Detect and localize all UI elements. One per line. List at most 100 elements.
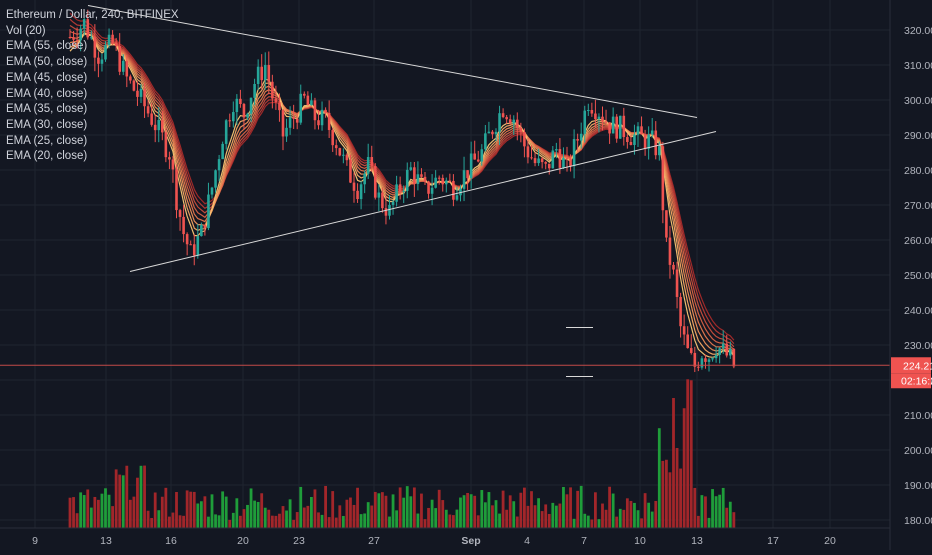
- volume-bar: [143, 465, 146, 528]
- candle: [689, 334, 693, 355]
- candle: [232, 101, 235, 128]
- ema-20-label[interactable]: EMA (20, close): [6, 150, 88, 163]
- candle: [469, 141, 473, 189]
- candle: [597, 113, 601, 133]
- candle-body: [324, 109, 327, 113]
- candle: [718, 347, 721, 364]
- volume-bar: [601, 503, 604, 528]
- candle-body: [235, 98, 239, 113]
- candle-body: [704, 358, 707, 362]
- candle-body: [249, 97, 253, 114]
- candle-body: [587, 110, 590, 112]
- candle: [576, 133, 579, 152]
- candle: [675, 261, 679, 309]
- volume-bar: [231, 512, 235, 528]
- candle-body: [629, 141, 633, 145]
- volume-bar: [540, 511, 544, 528]
- volume-bar: [416, 513, 420, 528]
- candle: [413, 162, 416, 197]
- symbol-title[interactable]: Ethereum / Dollar, 240, BITFINEX: [6, 9, 179, 21]
- candle: [285, 118, 288, 142]
- candle: [72, 31, 75, 47]
- volume-bar: [728, 501, 732, 528]
- candle-body: [665, 210, 668, 238]
- candle: [221, 141, 224, 160]
- candle: [501, 108, 505, 119]
- candle: [462, 156, 466, 202]
- chart-legend: Ethereum / Dollar, 240, BITFINEX Vol (20…: [6, 8, 179, 165]
- time-axis[interactable]: 9 13 16 20 23 27 Sep 4 7 10 13 17 20: [0, 527, 890, 547]
- candle-body: [434, 177, 437, 188]
- price-axis[interactable]: 320.00 310.00 300.00 290.00 280.00 270.00 260.…: [889, 0, 932, 550]
- candle-body: [288, 117, 292, 128]
- candle-body: [565, 158, 569, 160]
- candle-body: [82, 19, 86, 29]
- ema-50-label[interactable]: EMA (50, close): [6, 56, 88, 69]
- time-tick-label: Sep: [461, 535, 480, 547]
- ema-35-label[interactable]: EMA (35, close): [6, 103, 88, 116]
- candle-body: [409, 167, 413, 170]
- volume-bar: [420, 493, 423, 528]
- volume-bar: [79, 492, 83, 528]
- volume-study-label[interactable]: Vol (20): [6, 24, 46, 37]
- candle-body: [327, 112, 331, 131]
- volume-bar: [665, 459, 668, 528]
- volume-bar: [246, 504, 249, 528]
- candle-body: [636, 126, 640, 135]
- candle: [324, 107, 327, 118]
- volume-bar: [292, 519, 296, 528]
- volume-bar: [725, 507, 729, 528]
- candle: [82, 18, 86, 36]
- candle: [303, 91, 306, 99]
- volume-bar: [530, 491, 533, 528]
- volume-bar: [402, 497, 406, 528]
- candle: [356, 183, 359, 203]
- candle-body: [306, 95, 310, 106]
- volume-bar: [512, 501, 516, 528]
- candle: [473, 140, 476, 160]
- candle-body: [494, 131, 498, 135]
- drawings[interactable]: [0, 5, 890, 377]
- candle-body: [526, 146, 530, 158]
- candle: [555, 142, 558, 159]
- volume-bar: [547, 513, 551, 528]
- candle-body: [700, 358, 704, 368]
- candle: [618, 115, 622, 139]
- candle-body: [381, 192, 384, 209]
- candle-body: [342, 154, 345, 156]
- ema-25-label[interactable]: EMA (25, close): [6, 134, 88, 147]
- last-price-label: 224.21: [903, 360, 932, 372]
- candle-body: [363, 173, 366, 185]
- candle: [114, 37, 118, 51]
- candle-body: [349, 160, 352, 183]
- volume-bar: [718, 494, 722, 528]
- ema-55-label[interactable]: EMA (55, close): [6, 40, 88, 53]
- volume-bar: [562, 486, 565, 528]
- candle: [416, 161, 420, 191]
- candle-body: [505, 117, 508, 120]
- volume-bar: [118, 474, 122, 528]
- candle: [423, 172, 427, 185]
- candle: [370, 145, 374, 172]
- volume-bar: [437, 489, 441, 528]
- candle-body: [192, 244, 196, 256]
- candle: [484, 124, 487, 152]
- ema-40-label[interactable]: EMA (40, close): [6, 87, 88, 100]
- candle-body: [398, 184, 402, 192]
- candle: [569, 154, 572, 172]
- candle: [558, 138, 562, 174]
- volume-bar: [459, 497, 462, 528]
- volume-bar: [519, 492, 523, 528]
- ema-45-label[interactable]: EMA (45, close): [6, 71, 88, 84]
- candle-body: [501, 113, 505, 118]
- candle: [640, 116, 643, 135]
- candle: [161, 111, 164, 141]
- candle-body: [697, 366, 700, 368]
- candle-body: [597, 116, 601, 120]
- volume-bar: [75, 513, 79, 528]
- ema-30-label[interactable]: EMA (30, close): [6, 118, 88, 131]
- candle-body: [729, 348, 732, 356]
- candle-body: [555, 149, 558, 151]
